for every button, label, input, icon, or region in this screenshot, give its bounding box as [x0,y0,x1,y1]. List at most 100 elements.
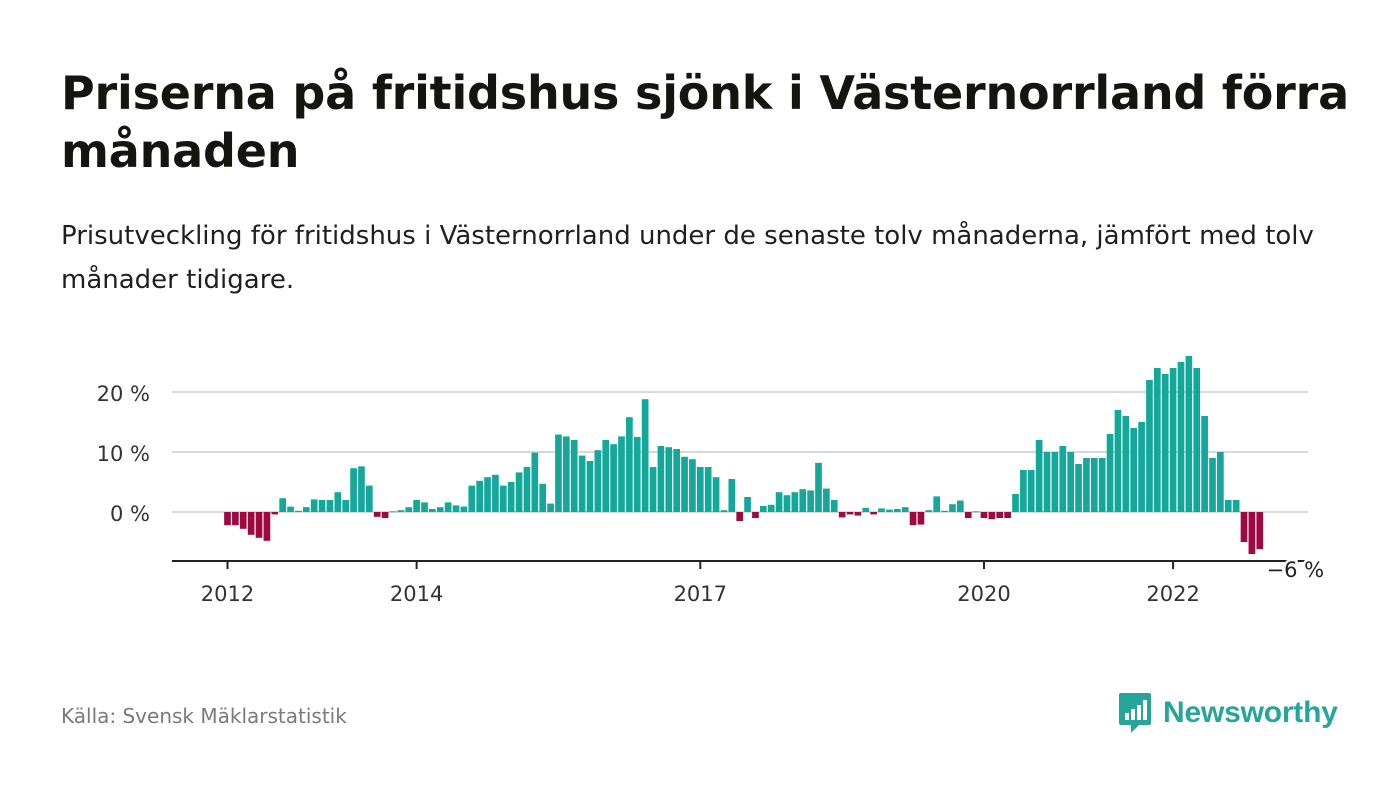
bar [523,467,531,512]
bar [1020,470,1027,512]
bar [775,492,783,512]
bar [602,440,610,512]
y-tick-label: 10 % [97,442,150,466]
bar [436,507,444,512]
bar [1240,512,1248,542]
bar [657,446,665,512]
bar [563,436,570,512]
bar [271,512,279,515]
bar [492,474,499,512]
bar [539,483,547,512]
bar [649,467,657,512]
y-tick-label: 0 % [110,502,150,526]
bar [673,449,680,512]
bar [334,492,342,512]
bar [830,500,838,512]
bar [925,510,933,512]
bar [980,512,988,518]
bar [893,509,901,512]
bar [626,417,633,512]
bar [878,508,885,512]
source-note: Källa: Svensk Mäklarstatistik [61,704,347,728]
bar [1248,512,1256,554]
bar [1217,452,1224,512]
bar [295,510,302,512]
bar [405,507,413,512]
bar [460,506,468,512]
bar [507,482,515,512]
latest-value-annotation: −6 % [1267,558,1325,582]
bar [594,450,602,512]
bar [1146,380,1153,512]
bar-chart-speech-bubble-icon [1119,693,1151,733]
bar [854,512,862,516]
bar [1075,464,1082,512]
bar [886,509,893,512]
bar [1193,368,1201,512]
bar [578,455,586,512]
bar [665,447,673,512]
bar [381,512,389,518]
bar [389,511,397,513]
bar [720,510,728,512]
bar [421,502,428,512]
bar [515,472,523,512]
bar [1161,374,1169,512]
bar [342,500,350,512]
bar [452,505,460,512]
bar [1098,458,1106,512]
bar [633,437,641,512]
bar [1012,494,1019,512]
bar [988,512,996,520]
bar [570,440,578,512]
bar [957,500,964,512]
bar [484,477,491,512]
bar [429,509,436,512]
bar [752,512,759,518]
bar [1035,440,1043,512]
bar [641,399,649,512]
bar [302,507,310,512]
bar [555,434,562,512]
bar [696,467,704,512]
bar [1059,446,1067,512]
bar [1209,458,1216,512]
bar [681,456,688,512]
bar [1177,362,1185,512]
x-tick-label: 2014 [390,582,443,606]
bar [704,467,712,512]
bar [468,485,476,512]
bar [366,485,373,512]
y-tick-label: 20 % [97,382,150,406]
bar [823,488,830,512]
x-tick-label: 2017 [674,582,727,606]
bar [807,490,814,512]
bar [1232,500,1240,512]
bar [358,466,365,512]
bar [1122,416,1130,512]
bar [413,500,420,512]
x-tick-label: 2022 [1146,582,1199,606]
bar [736,512,744,521]
bar [712,477,720,512]
bar [531,452,539,512]
bar [799,489,807,512]
bar [815,462,822,512]
bar [870,512,877,515]
bar [1027,470,1035,512]
bars [224,356,1264,554]
bar [1004,512,1011,518]
bar [972,511,980,513]
chart-subtitle: Prisutveckling för fritidshus i Västerno… [61,221,1314,295]
bar [444,502,452,512]
bar [287,506,294,512]
bar [586,461,594,512]
bar [996,512,1004,518]
bar [1256,512,1264,550]
bar [279,498,286,512]
bar [310,499,318,512]
bar [1051,452,1059,512]
bar [1067,452,1074,512]
brand-logo[interactable]: Newsworthy [1117,690,1338,736]
bar [1083,458,1090,512]
